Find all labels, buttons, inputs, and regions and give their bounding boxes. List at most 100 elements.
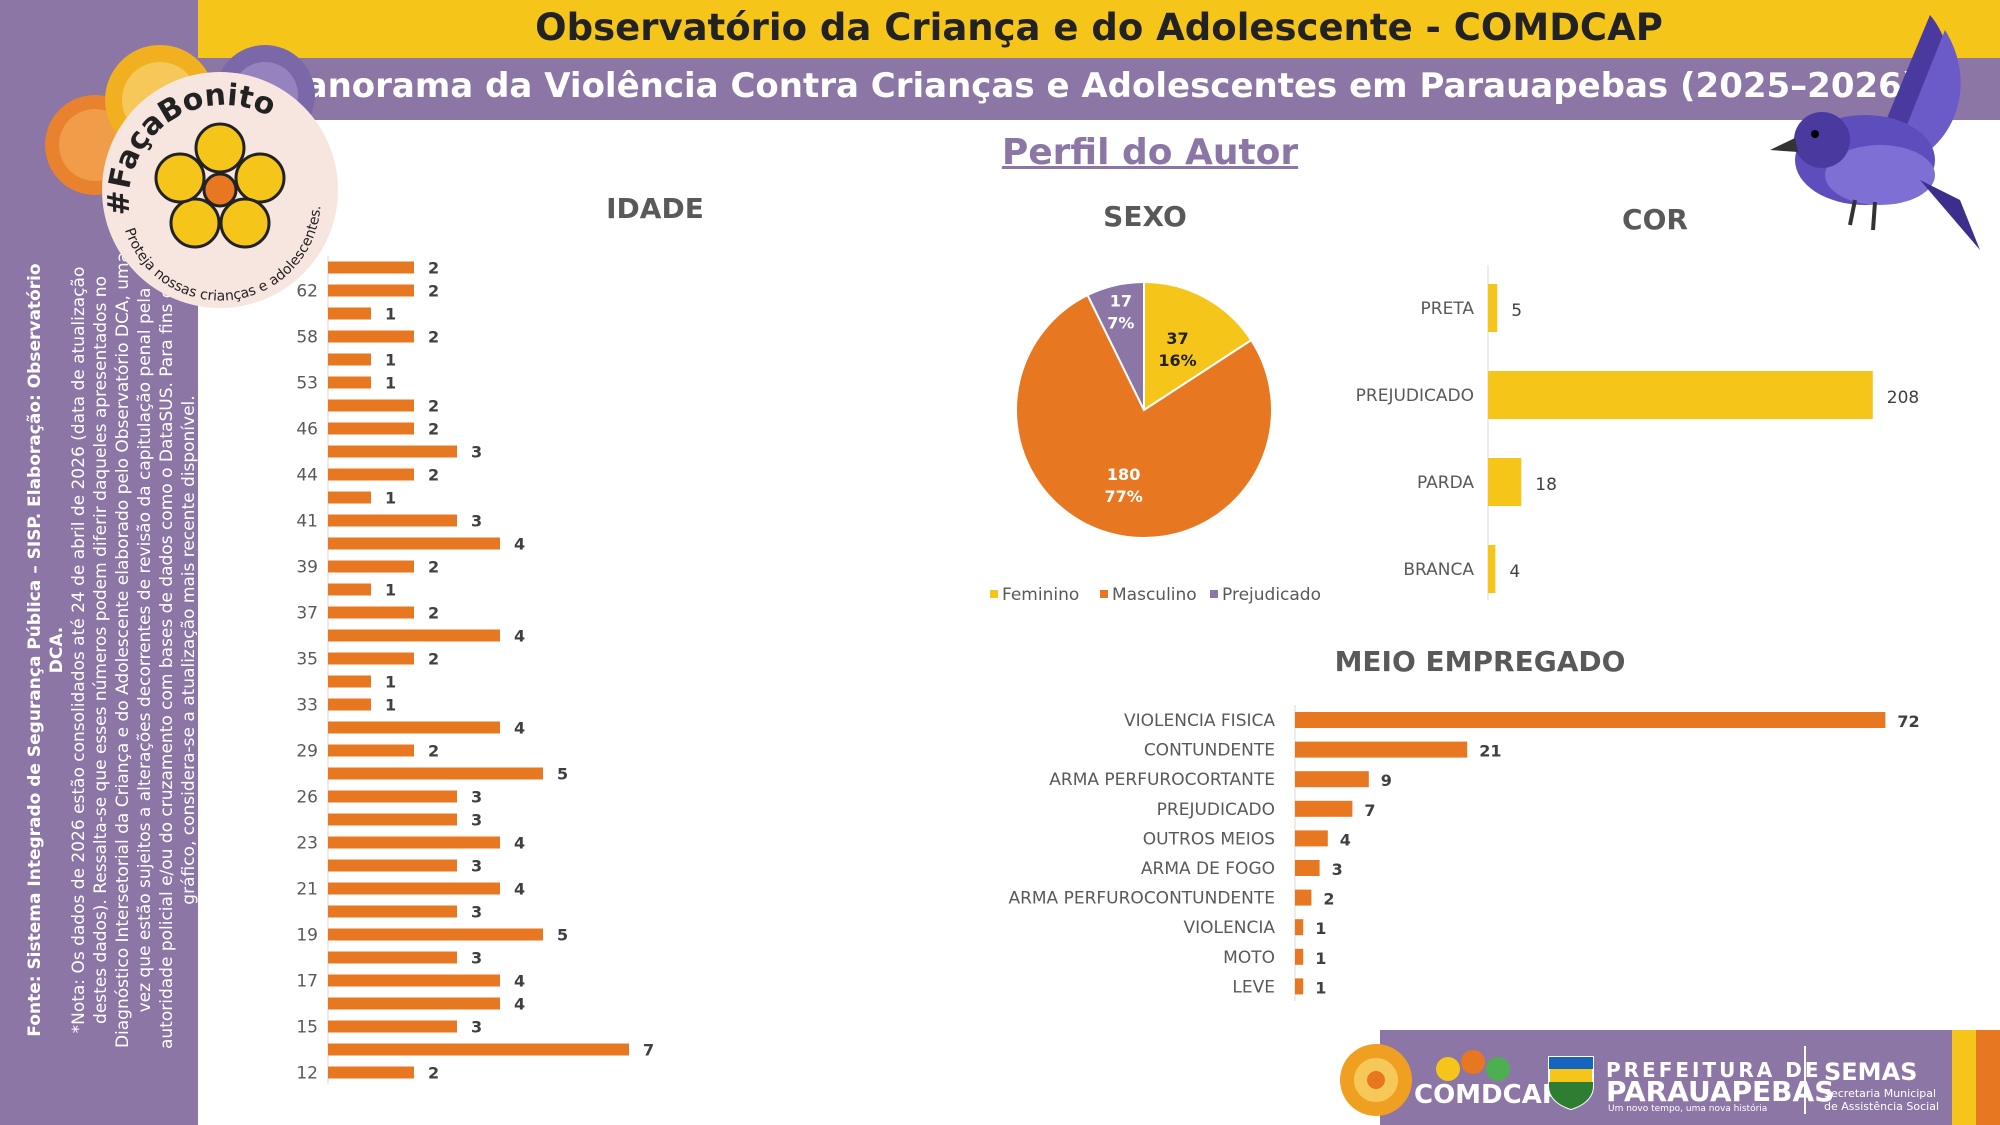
idade-tick-label: 15 [296, 1018, 318, 1038]
meio-value-label: 4 [1340, 830, 1351, 849]
meio-bar [1295, 830, 1328, 847]
idade-value-label: 4 [514, 719, 525, 738]
idade-tick-label: 26 [296, 788, 318, 808]
source-line: Fonte: Sistema Integrado de Segurança Pú… [25, 263, 67, 1037]
idade-value-label: 3 [471, 857, 482, 876]
meio-category-label: PREJUDICADO [1157, 800, 1275, 820]
meio-bar [1295, 860, 1320, 876]
idade-bar [328, 698, 371, 711]
meio-category-label: VIOLENCIA FISICA [1124, 711, 1275, 731]
idade-bar [328, 514, 457, 527]
idade-value-label: 3 [471, 811, 482, 830]
idade-value-label: 2 [428, 1064, 439, 1083]
semas-logo-text: SEMAS [1824, 1058, 1918, 1086]
source-note: Fonte: Sistema Integrado de Segurança Pú… [24, 240, 200, 1060]
meio-bar [1295, 741, 1468, 758]
cor-category-label: PRETA [1421, 299, 1475, 319]
idade-bar [328, 790, 457, 803]
idade-tick-label: 53 [296, 374, 318, 394]
meio-value-label: 2 [1323, 890, 1334, 909]
idade-bar [328, 1066, 414, 1079]
idade-value-label: 1 [385, 305, 396, 324]
idade-bar [328, 974, 500, 987]
idade-value-label: 1 [385, 489, 396, 508]
idade-bar [328, 721, 500, 734]
meio-bar [1295, 948, 1304, 965]
idade-bar [328, 468, 414, 481]
sexo-slice [1143, 280, 1253, 412]
idade-value-label: 5 [557, 765, 568, 784]
idade-value-label: 1 [385, 673, 396, 692]
cor-value-label: 5 [1511, 301, 1522, 321]
idade-tick-label: 46 [296, 420, 318, 440]
cor-bar [1488, 284, 1498, 332]
idade-bar [328, 905, 457, 918]
idade-value-label: 1 [385, 351, 396, 370]
prefeitura-line1: PREFEITURA DE [1606, 1058, 1822, 1082]
meio-value-label: 7 [1364, 801, 1375, 820]
chart-title-meio-empregado: MEIO EMPREGADO [1334, 645, 1626, 678]
idade-value-label: 3 [471, 443, 482, 462]
idade-tick-label: 29 [296, 742, 318, 762]
idade-tick-label: 41 [296, 512, 318, 532]
idade-tick-label: 21 [296, 880, 318, 900]
idade-bar [328, 629, 500, 642]
chart-idade: 2262125811532246324413414239123742351133… [296, 256, 654, 1084]
idade-tick-label: 58 [296, 328, 318, 348]
sexo-legend-label: Prejudicado [1222, 585, 1321, 605]
idade-bar [328, 261, 414, 274]
cor-bar [1488, 458, 1522, 506]
idade-value-label: 2 [428, 259, 439, 278]
idade-value-label: 2 [428, 328, 439, 347]
meio-category-label: ARMA PERFUROCONTUNDENTE [1008, 889, 1275, 909]
sexo-value-label: 17 [1110, 291, 1132, 310]
meio-value-label: 1 [1315, 978, 1326, 997]
chart-title-cor: COR [1622, 203, 1688, 236]
idade-bar [328, 1020, 457, 1033]
idade-value-label: 2 [428, 742, 439, 761]
idade-bar [328, 376, 371, 389]
idade-tick-label: 37 [296, 604, 318, 624]
idade-bar [328, 399, 414, 412]
idade-value-label: 2 [428, 397, 439, 416]
idade-value-label: 4 [514, 972, 525, 991]
idade-bar [328, 767, 543, 780]
idade-bar [328, 606, 414, 619]
idade-tick-label: 44 [296, 466, 318, 486]
meio-value-label: 21 [1479, 742, 1501, 761]
meio-bar [1295, 919, 1304, 936]
idade-tick-label: 35 [296, 650, 318, 670]
cor-bar [1488, 371, 1873, 419]
meio-bar [1295, 978, 1304, 995]
meio-value-label: 9 [1381, 771, 1392, 790]
sexo-percent-label: 16% [1158, 351, 1196, 370]
parauapebas-crest-icon [1548, 1056, 1594, 1110]
comdcap-logo-icon [1436, 1050, 1510, 1081]
sexo-value-label: 180 [1107, 465, 1140, 484]
meio-bar [1295, 771, 1369, 788]
chart-title-idade: IDADE [606, 192, 704, 225]
meio-category-label: VIOLENCIA [1184, 918, 1276, 938]
idade-bar [328, 422, 414, 435]
cor-category-label: PARDA [1417, 473, 1474, 493]
meio-bar [1295, 712, 1886, 728]
cor-category-label: BRANCA [1403, 560, 1474, 580]
sexo-value-label: 37 [1166, 329, 1188, 348]
footer-divider [1804, 1046, 1806, 1114]
meio-value-label: 3 [1332, 860, 1343, 879]
sexo-percent-label: 77% [1104, 487, 1142, 506]
sexo-slice [1015, 293, 1273, 539]
idade-value-label: 4 [514, 995, 525, 1014]
footer-stripe-yellow [1952, 1030, 1976, 1125]
footer-bar [1380, 1030, 2000, 1125]
page-subtitle: Panorama da Violência Contra Crianças e … [280, 66, 1918, 106]
idade-value-label: 1 [385, 374, 396, 393]
idade-tick-label: 19 [296, 926, 318, 946]
idade-bar [328, 928, 543, 941]
idade-value-label: 2 [428, 282, 439, 301]
idade-value-label: 2 [428, 604, 439, 623]
idade-bar [328, 882, 500, 895]
meio-category-label: ARMA PERFUROCORTANTE [1049, 770, 1275, 790]
idade-bar [328, 284, 414, 297]
